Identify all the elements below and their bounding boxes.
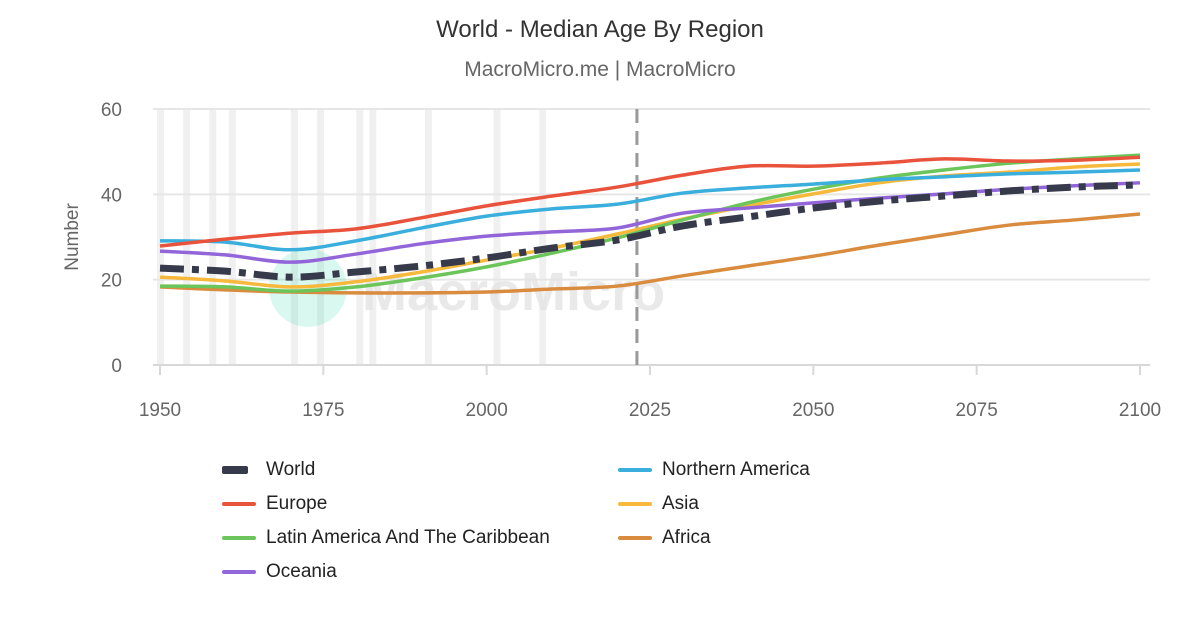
series-line-europe (159, 155, 1141, 248)
legend-label: Europe (266, 492, 328, 514)
series-line-northern-america (159, 168, 1141, 252)
x-tick-label: 2000 (466, 400, 508, 421)
legend-label: Latin America And The Caribbean (266, 526, 550, 548)
shaded-band (424, 109, 432, 365)
y-tick-label: 40 (101, 185, 122, 206)
legend-item[interactable]: World (222, 458, 618, 481)
series-line-world (159, 181, 1141, 281)
series-line-latin-america-and-the-caribbean (159, 153, 1141, 293)
legend-label: World (266, 458, 316, 480)
legend-label: Africa (662, 526, 711, 548)
legend-item[interactable]: Africa (618, 526, 918, 549)
x-tick-label: 1950 (139, 400, 181, 421)
x-tick-label: 2050 (792, 400, 834, 421)
legend-item[interactable]: Oceania (222, 560, 618, 583)
y-tick-label: 20 (101, 271, 122, 292)
legend-swatch (222, 465, 248, 474)
chart-title: World - Median Age By Region (436, 16, 764, 43)
shaded-band (539, 109, 547, 365)
shaded-band (209, 109, 217, 365)
legend-swatch (618, 535, 652, 540)
legend-item[interactable]: Northern America (618, 458, 918, 481)
legend-swatch (222, 535, 256, 540)
shaded-band (356, 109, 364, 365)
chart-subtitle: MacroMicro.me | MacroMicro (464, 58, 736, 81)
y-axis-label: Number (62, 203, 83, 271)
y-tick-label: 0 (111, 356, 122, 377)
series-line-africa (159, 212, 1141, 295)
x-tick-label: 2100 (1119, 400, 1161, 421)
legend-swatch (618, 467, 652, 472)
shaded-band (290, 109, 298, 365)
legend-label: Oceania (266, 560, 337, 582)
x-tick-label: 1975 (302, 400, 344, 421)
legend-swatch (222, 569, 256, 574)
legend-item[interactable]: Europe (222, 492, 618, 515)
legend-swatch (222, 501, 256, 506)
x-tick-label: 2025 (629, 400, 671, 421)
y-tick-label: 60 (101, 100, 122, 121)
shaded-band (183, 109, 191, 365)
legend: World Northern America Europe Asia Latin Ame… (222, 458, 922, 583)
legend-item[interactable]: Asia (618, 492, 918, 515)
legend-label: Northern America (662, 458, 810, 480)
shaded-band (317, 109, 325, 365)
shaded-band (157, 109, 164, 365)
legend-label: Asia (662, 492, 699, 514)
x-tick-label: 2075 (956, 400, 998, 421)
legend-swatch (618, 501, 652, 506)
legend-item[interactable]: Latin America And The Caribbean (222, 526, 618, 549)
